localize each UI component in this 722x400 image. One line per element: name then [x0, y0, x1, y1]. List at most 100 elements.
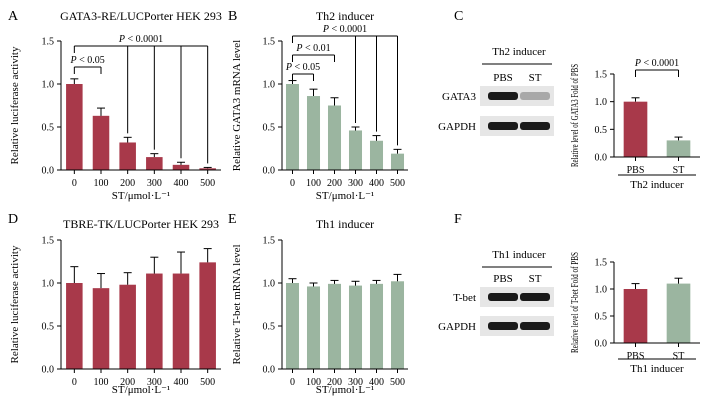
bar-300: [146, 157, 163, 170]
bar-200: [119, 284, 136, 369]
sig-label: P < 0.05: [285, 62, 320, 73]
blot-row-label: GAPDH: [438, 121, 476, 133]
lane-label: ST: [529, 273, 542, 285]
y-tick-label: 1.0: [263, 80, 276, 91]
x-tick-label: 200: [327, 178, 342, 189]
blot-band: [488, 92, 518, 100]
panel-a: A GATA3-RE/LUCPorter HEK 293 0.0 0.5 1.0 1.5 0…: [8, 9, 222, 202]
x-tick-label: 200: [120, 178, 135, 189]
x-tick-label: 400: [174, 377, 189, 388]
x-tick-label: 100: [306, 178, 321, 189]
panel-letter: A: [8, 9, 19, 24]
x-tick-label: 0: [72, 377, 77, 388]
y-tick-label: 0.0: [595, 153, 608, 164]
bar-500: [199, 262, 216, 369]
blot-row-label: T-bet: [453, 292, 476, 304]
y-tick-label: 0.0: [595, 339, 608, 350]
x-tick-label: 500: [390, 377, 405, 388]
bar-ST: [666, 140, 691, 157]
x-tick-label: PBS: [627, 351, 645, 362]
y-tick-label: 0.0: [42, 166, 55, 177]
bar-500: [199, 168, 216, 170]
blot-band: [488, 122, 518, 130]
blot-band: [520, 122, 550, 130]
x-tick-label: 400: [174, 178, 189, 189]
bar-0: [66, 283, 83, 369]
panel-b: B Th2 inducer 0.0 0.5 1.0 1.5 0 100 200 300 400 500…: [228, 9, 408, 202]
bar-400: [172, 164, 190, 170]
panel-c: C 0.0 0.5 1.0 1.5 PBS ST Th2 inducer Relative le…: [454, 9, 700, 191]
bar-200: [119, 142, 136, 170]
chart-title: Th2 inducer: [316, 9, 374, 23]
y-tick-label: 0.5: [42, 123, 55, 134]
x-axis-label: ST/μmol·L⁻¹: [112, 384, 170, 396]
y-tick-label: 0.5: [263, 123, 276, 134]
lane-label: PBS: [493, 72, 513, 84]
panel-letter: D: [8, 212, 18, 227]
x-tick-label: PBS: [627, 165, 645, 176]
x-axis-label: Th2 inducer: [630, 179, 684, 191]
blot-band: [520, 293, 550, 301]
bar-PBS: [623, 289, 648, 343]
panel-letter: F: [454, 212, 462, 227]
y-tick-label: 1.0: [42, 279, 55, 290]
blot-band: [520, 322, 550, 330]
sig-label: P < 0.0001: [634, 58, 679, 69]
blot-band: [488, 293, 518, 301]
y-tick-label: 0.5: [595, 125, 608, 136]
x-tick-label: 0: [72, 178, 77, 189]
y-tick-label: 1.0: [595, 285, 608, 296]
x-tick-label: 100: [94, 178, 109, 189]
y-axis-label: Relative luciferase activity: [9, 245, 21, 363]
lane-label: PBS: [493, 273, 513, 285]
panel-e: E Th1 inducer 0.0 0.5 1.0 1.5 0 100 200 300 400 500…: [228, 212, 408, 396]
lane-label: ST: [529, 72, 542, 84]
bar-200: [327, 283, 342, 369]
x-axis-label: ST/μmol·L⁻¹: [316, 384, 374, 396]
x-tick-label: ST: [673, 165, 685, 176]
y-tick-label: 1.0: [595, 97, 608, 108]
bar-100: [306, 96, 321, 170]
blot-f: Th1 inducer PBS ST T-bet GAPDH: [438, 249, 554, 336]
x-tick-label: 300: [147, 377, 162, 388]
panel-letter: E: [228, 212, 237, 227]
x-tick-label: 100: [94, 377, 109, 388]
y-tick-label: 1.5: [595, 70, 608, 81]
sig-label: P < 0.0001: [118, 34, 163, 45]
bar-100: [92, 115, 110, 170]
y-tick-label: 1.5: [595, 258, 608, 269]
bar-400: [369, 283, 384, 369]
y-tick-label: 1.5: [263, 37, 276, 48]
y-axis-label: Relative luciferase activity: [9, 46, 21, 164]
panel-letter: B: [228, 9, 237, 24]
blot-band: [520, 92, 550, 100]
y-tick-label: 1.5: [42, 236, 55, 247]
sig-label: P < 0.01: [295, 43, 330, 54]
y-axis-label: Relative T-bet mRNA level: [231, 244, 243, 364]
bar-100: [92, 288, 110, 369]
y-tick-label: 1.0: [42, 80, 55, 91]
blot-row-label: GATA3: [442, 91, 476, 103]
panel-d: D TBRE-TK/LUCPorter HEK 293 0.0 0.5 1.0 1.5 0 1…: [8, 212, 221, 396]
x-tick-label: 400: [369, 178, 384, 189]
bar-400: [172, 273, 190, 369]
y-tick-label: 0.5: [42, 322, 55, 333]
blot-title: Th1 inducer: [492, 249, 546, 261]
blot-title: Th2 inducer: [492, 46, 546, 58]
bar-0: [66, 84, 83, 170]
x-tick-label: 0: [290, 178, 295, 189]
chart-title: TBRE-TK/LUCPorter HEK 293: [63, 217, 219, 231]
y-axis-label: Relative level of T-bet Fold of PBS: [569, 252, 581, 353]
x-tick-label: 100: [306, 377, 321, 388]
bar-200: [327, 105, 342, 170]
y-tick-label: 0.0: [42, 365, 55, 376]
chart-title: Th1 inducer: [316, 217, 374, 231]
y-tick-label: 0.0: [263, 365, 276, 376]
bar-PBS: [623, 101, 648, 157]
y-tick-label: 0.5: [263, 322, 276, 333]
y-tick-label: 1.5: [42, 37, 55, 48]
bar-300: [348, 285, 363, 369]
blot-c: Th2 inducer PBS ST GATA3 GAPDH: [438, 46, 554, 136]
x-axis-label: ST/μmol·L⁻¹: [112, 190, 170, 202]
